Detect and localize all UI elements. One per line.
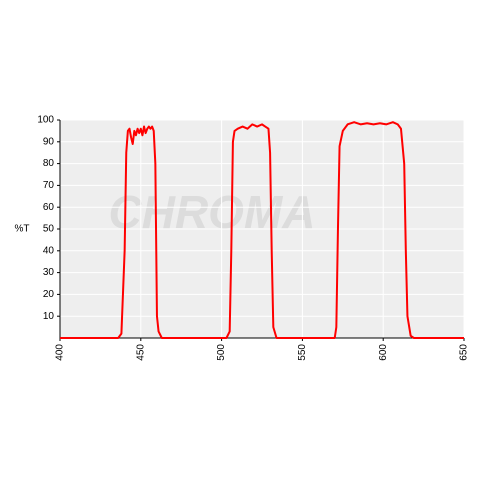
y-tick-label: 50 [43,224,55,235]
x-tick-label: 650 [459,344,470,361]
x-tick-label: 550 [297,344,308,361]
y-tick-label: 80 [43,158,55,169]
x-tick-label: 500 [216,344,227,361]
y-tick-label: 60 [43,202,55,213]
y-tick-label: 70 [43,180,55,191]
x-tick-label: 600 [378,344,389,361]
y-tick-label: 100 [37,115,54,126]
y-tick-label: 20 [43,289,55,300]
y-tick-label: 10 [43,311,55,322]
y-tick-label: 30 [43,267,55,278]
y-axis-label: %T [15,224,30,235]
watermark: CHROMA [109,186,316,238]
x-tick-label: 450 [135,344,146,361]
x-tick-label: 400 [55,344,66,361]
spectrum-line [60,121,464,339]
y-tick-label: 90 [43,136,55,147]
y-tick-label: 40 [43,245,55,256]
